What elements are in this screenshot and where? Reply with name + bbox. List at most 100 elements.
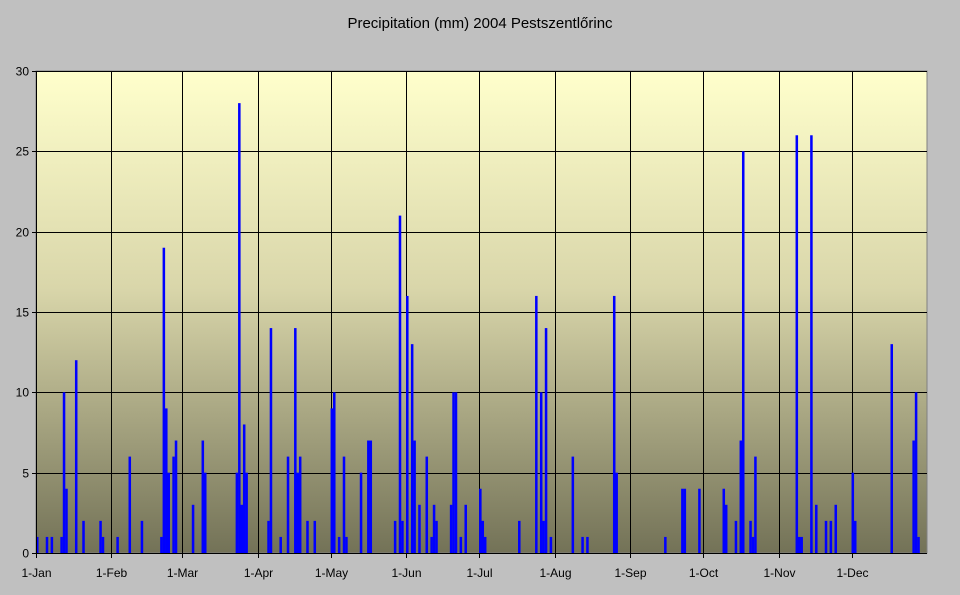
x-tick-label: 1-Aug [539, 566, 571, 580]
precip-bar [401, 520, 404, 553]
precip-bar [406, 295, 409, 553]
precip-bar [167, 472, 170, 553]
precip-bar [160, 536, 163, 553]
precip-bar [369, 440, 373, 553]
precip-bar [432, 504, 436, 553]
precip-bar [82, 520, 85, 553]
precip-bar [722, 488, 726, 553]
precip-bar [571, 456, 575, 553]
precip-bar [459, 536, 463, 553]
precip-bar [296, 472, 300, 553]
precip-bar [586, 536, 589, 553]
precip-bar [65, 488, 68, 553]
precip-bar [101, 536, 105, 553]
precip-bar [62, 392, 66, 553]
precip-bar [330, 408, 334, 553]
precip-bar [116, 536, 119, 553]
precip-bar [393, 520, 397, 553]
precip-bar [128, 456, 132, 553]
y-tick-label: 15 [16, 306, 30, 320]
precip-bar [914, 392, 918, 553]
axes: 0 5 10 15 20 25 30 1-Jan 1-Feb 1-Mar 1-Apr 1-May 1-J… [16, 65, 927, 580]
y-tick-label: 5 [22, 467, 29, 481]
precip-bar [724, 504, 728, 553]
precip-bar [479, 488, 482, 553]
precip-bar [162, 247, 166, 554]
precip-bar [45, 536, 49, 553]
y-tick-label: 10 [16, 386, 30, 400]
precip-bar [337, 536, 341, 553]
precip-bar [681, 488, 684, 553]
precip-bar [333, 392, 336, 553]
x-tick-label: 1-Feb [96, 566, 128, 580]
gridlines [36, 71, 927, 553]
y-tick-label: 0 [22, 547, 29, 561]
precip-bar [800, 536, 803, 553]
precip-bar [810, 135, 813, 553]
y-tick-label: 20 [16, 226, 30, 240]
precip-bar [535, 295, 538, 553]
y-tick-label: 25 [16, 145, 30, 159]
x-tick-label: 1-Dec [836, 566, 868, 580]
precip-bar [481, 520, 485, 553]
precip-bar [449, 504, 453, 553]
precip-bar [452, 392, 455, 553]
precip-bar [615, 472, 618, 553]
x-tick-label: 1-Oct [689, 566, 719, 580]
precip-bar [313, 520, 317, 553]
precip-bar [418, 504, 421, 553]
precip-bar [398, 215, 402, 553]
x-tick-label: 1-Apr [244, 566, 273, 580]
x-tick-label: 1-Jun [391, 566, 421, 580]
precip-bar [298, 456, 302, 553]
precip-bar [140, 520, 144, 553]
precip-bar [201, 440, 205, 553]
precip-bar [795, 135, 799, 553]
precip-bar [890, 344, 894, 553]
precip-bar [342, 456, 346, 553]
precip-bar [174, 440, 178, 553]
precip-bar [683, 488, 687, 553]
precip-bar [741, 151, 745, 553]
precip-bar [50, 536, 54, 553]
precip-bar [172, 456, 175, 553]
precip-bar [240, 504, 244, 553]
x-tick-label: 1-Jul [466, 566, 492, 580]
precip-bar [367, 440, 370, 553]
precip-bar [612, 295, 616, 553]
precip-bar [267, 520, 270, 553]
precip-bar [235, 472, 239, 553]
precip-bar [245, 472, 248, 553]
precip-bar [739, 440, 743, 553]
precip-bar [279, 536, 282, 553]
precip-bar [191, 504, 195, 553]
precip-bar [549, 536, 553, 553]
precip-bar [518, 520, 521, 553]
precip-bar [539, 392, 543, 553]
bars [36, 103, 920, 554]
precip-bar [306, 520, 309, 553]
precip-bar [435, 520, 438, 553]
precip-bar [483, 536, 487, 553]
precip-bar [544, 328, 548, 553]
precip-bar [912, 440, 915, 553]
precip-bar [664, 536, 667, 553]
precip-bar [286, 456, 290, 553]
precip-bar [165, 408, 168, 553]
precip-bar [454, 392, 458, 553]
precip-bar [413, 440, 416, 553]
precip-bar [36, 536, 39, 553]
precip-bar [430, 536, 433, 553]
precip-bar [359, 472, 363, 553]
precip-bar [698, 488, 701, 553]
precip-bar [749, 520, 752, 553]
precip-bar [797, 536, 801, 553]
precip-bar [754, 456, 757, 553]
x-tick-label: 1-Mar [167, 566, 198, 580]
precip-bar [829, 520, 833, 553]
precip-bar [815, 504, 818, 553]
y-tick-label: 30 [16, 65, 30, 79]
precip-bar [917, 536, 920, 553]
precip-bar [242, 424, 246, 553]
precip-bar [464, 504, 467, 553]
